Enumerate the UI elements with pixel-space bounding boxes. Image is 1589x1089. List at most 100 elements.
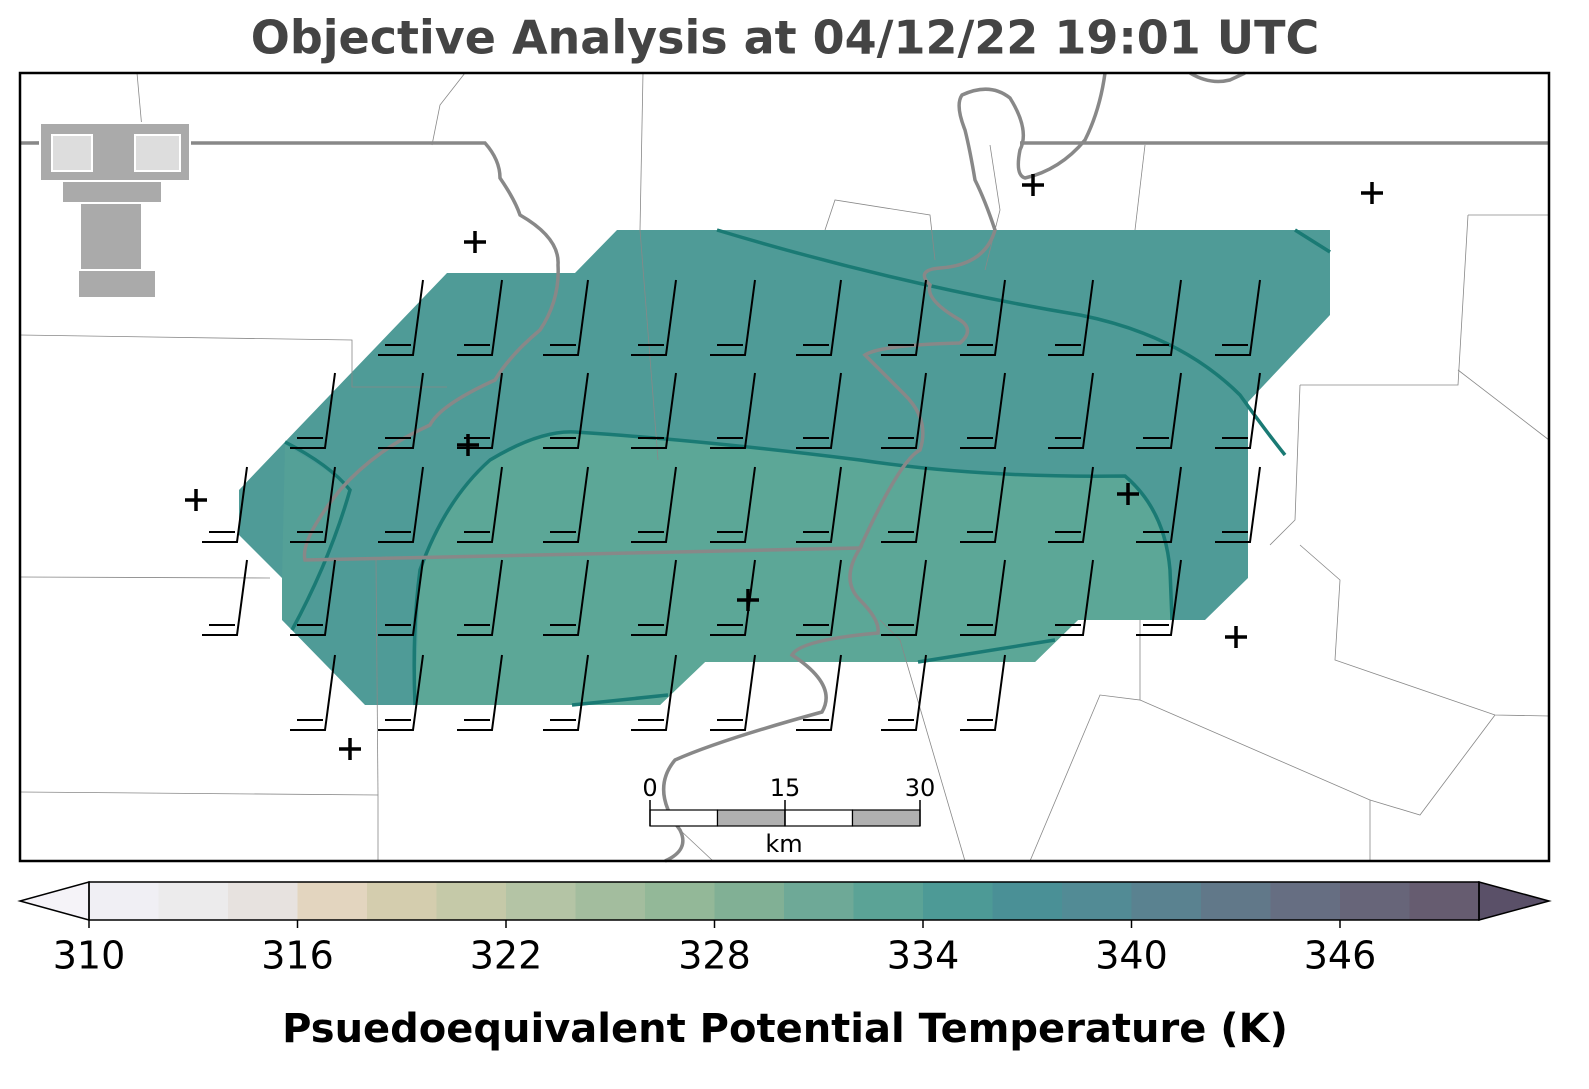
colorbar-bin <box>1409 882 1480 920</box>
wind-barb <box>290 654 336 731</box>
scale-tick-label: 15 <box>770 774 801 802</box>
wind-barb <box>881 654 927 731</box>
wind-barb <box>796 279 842 356</box>
station <box>185 489 207 511</box>
colorbar-bin <box>645 882 715 920</box>
wind-barb <box>290 372 336 449</box>
colorbar-bin <box>1062 882 1132 920</box>
station <box>1361 182 1383 204</box>
station <box>1022 174 1044 196</box>
station <box>1117 483 1139 505</box>
wind-barb <box>543 279 589 356</box>
colorbar-bin <box>1201 882 1271 920</box>
wind-barb <box>960 654 1006 731</box>
wind-barb <box>1215 372 1261 449</box>
colorbar-tick-label: 346 <box>1304 934 1377 978</box>
station <box>339 738 361 760</box>
wind-barb <box>202 559 248 636</box>
wind-barb <box>1048 372 1094 449</box>
map-panel: km 0 15 30 <box>18 71 1551 863</box>
colorbar-bin <box>158 882 229 920</box>
colorbar-bin <box>367 882 437 920</box>
wind-barb <box>710 466 756 543</box>
map-frame <box>18 71 1551 863</box>
field-inner <box>415 431 1172 705</box>
wind-barb <box>1215 279 1261 356</box>
wind-barb <box>881 372 927 449</box>
wind-barb <box>1048 559 1094 636</box>
scale-bar: km 0 15 30 <box>642 774 935 858</box>
colorbar-tick-label: 322 <box>470 934 543 978</box>
highways <box>20 71 1549 863</box>
scale-tick-label: 0 <box>642 774 657 802</box>
colorbar-tick-label: 310 <box>53 934 126 978</box>
wind-barb <box>202 466 248 543</box>
wind-barb <box>631 372 677 449</box>
wind-barb <box>1136 372 1182 449</box>
wind-barb <box>631 279 677 356</box>
station <box>737 589 759 611</box>
wind-barb <box>631 466 677 543</box>
station <box>1225 626 1247 648</box>
wind-barb <box>378 372 424 449</box>
wind-barb <box>457 559 503 636</box>
wind-barb <box>457 654 503 731</box>
scale-segment <box>649 809 719 827</box>
wind-barb <box>290 466 336 543</box>
colorbar-bin <box>1340 882 1410 920</box>
colorbar-bin <box>436 882 507 920</box>
colorbar: Psuedoequivalent Potential Temperature (… <box>17 881 1552 1052</box>
wind-barb <box>960 279 1006 356</box>
scale-unit: km <box>765 830 802 858</box>
colorbar-bin <box>714 882 785 920</box>
colorbar-frame <box>88 881 1480 921</box>
colorbar-bin <box>923 882 993 920</box>
wind-barb <box>1048 279 1094 356</box>
colorbar-bin <box>853 882 924 920</box>
colorbar-under <box>17 881 90 921</box>
wind-barb <box>796 559 842 636</box>
wind-barb <box>1215 466 1261 543</box>
colorbar-bin <box>297 882 368 920</box>
colorbar-bin <box>506 882 576 920</box>
wind-barb <box>881 466 927 543</box>
wind-barb <box>960 466 1006 543</box>
colorbar-label: Psuedoequivalent Potential Temperature (… <box>282 1006 1288 1052</box>
station <box>457 434 479 456</box>
wind-barb <box>710 279 756 356</box>
wind-barb <box>378 654 424 731</box>
wind-barb <box>1136 559 1182 636</box>
wind-barb <box>710 372 756 449</box>
wind-barb <box>631 654 677 731</box>
colorbar-bin <box>992 882 1063 920</box>
colorbar-tick-label: 328 <box>678 934 751 978</box>
wind-barb <box>796 654 842 731</box>
colorbar-tick-label: 316 <box>261 934 334 978</box>
colorbar-tick-label: 334 <box>887 934 960 978</box>
wind-barb <box>290 559 336 636</box>
wind-barbs <box>202 279 1261 731</box>
station <box>464 231 486 253</box>
wind-barb <box>710 559 756 636</box>
colorbar-bin <box>89 882 159 920</box>
wind-barb <box>543 559 589 636</box>
wind-barb <box>1136 279 1182 356</box>
station-markers <box>185 174 1383 760</box>
title: Objective Analysis at 04/12/22 19:01 UTC <box>251 11 1320 65</box>
wind-barb <box>543 372 589 449</box>
wind-barb <box>881 559 927 636</box>
colorbar-tick-label: 340 <box>1095 934 1168 978</box>
wind-barb <box>457 279 503 356</box>
colorbar-bin <box>575 882 646 920</box>
wind-barb <box>378 466 424 543</box>
colorbar-over <box>1478 881 1552 921</box>
wind-barb <box>378 559 424 636</box>
wind-barb <box>631 559 677 636</box>
scale-segment <box>851 809 921 827</box>
scale-segment <box>784 809 854 827</box>
wind-barb <box>881 279 927 356</box>
wind-barb <box>960 372 1006 449</box>
logo <box>39 122 191 299</box>
